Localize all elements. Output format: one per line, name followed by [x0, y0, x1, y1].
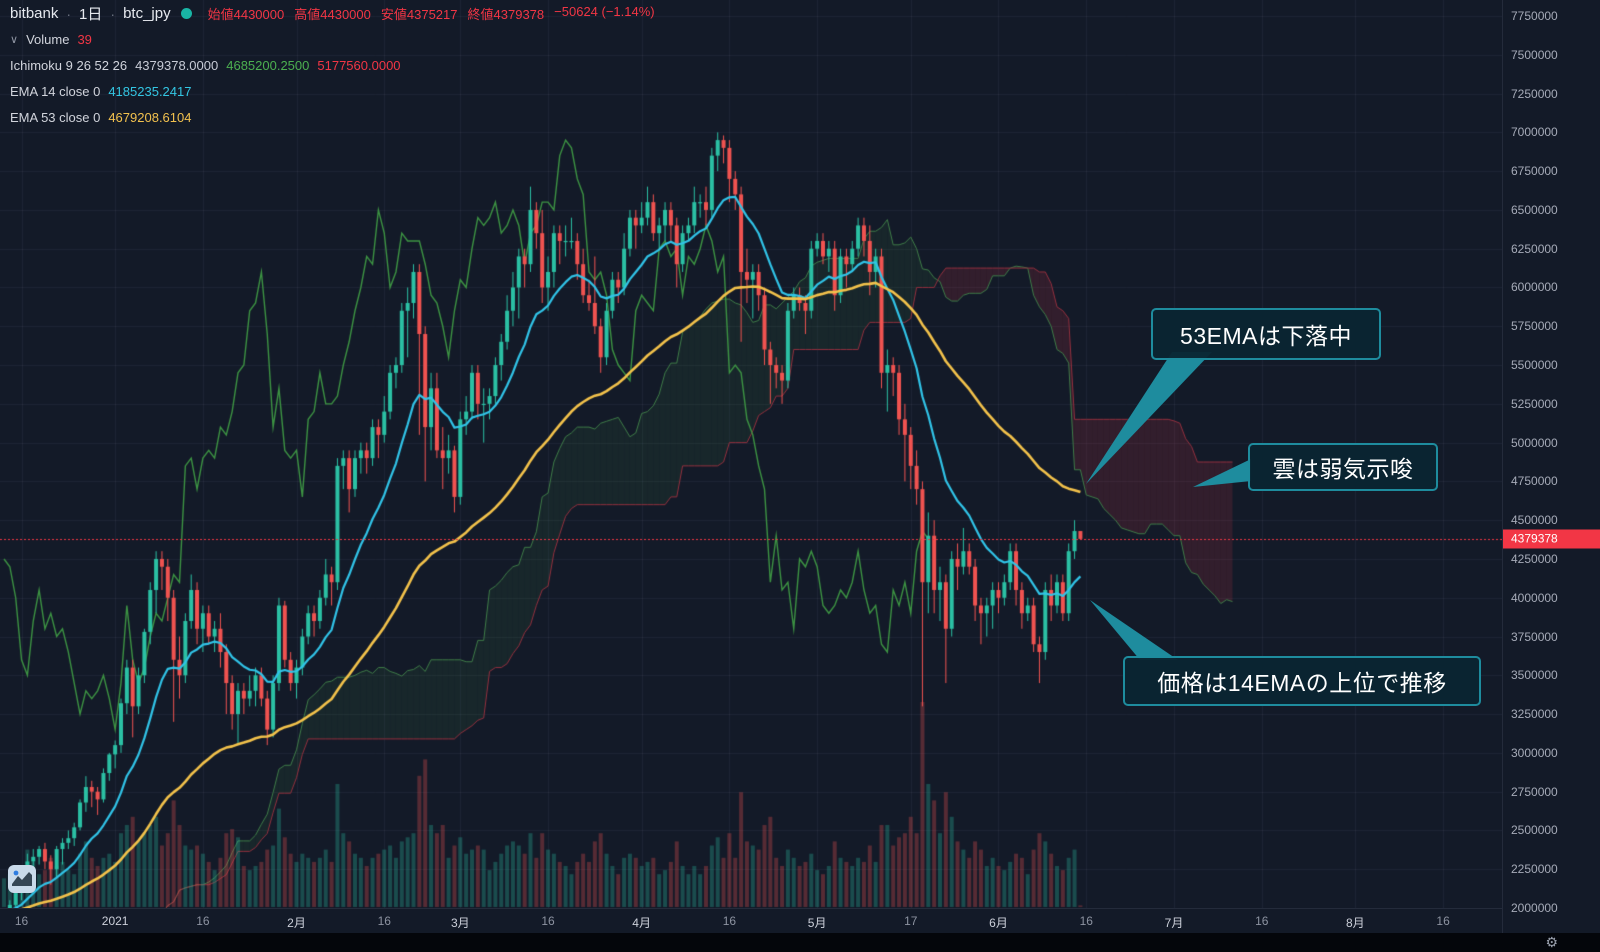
chart-legend: bitbank · 1日 · btc_jpy 始値4430000 高値44300… [10, 4, 655, 127]
time-axis-label: 5月 [807, 916, 827, 930]
price-axis-label: 2500000 [1511, 823, 1558, 838]
high-label: 高値 [294, 7, 321, 22]
high-value: 4430000 [320, 7, 371, 22]
time-axis-label: 7月 [1164, 916, 1184, 930]
interval-label[interactable]: 1日 [79, 6, 103, 23]
indicator-value: 4679208.6104 [108, 110, 192, 125]
tradingview-logo-icon[interactable] [8, 865, 36, 893]
callout-annotation[interactable]: 53EMAは下落中 [1151, 308, 1381, 360]
price-axis-label: 5000000 [1511, 435, 1558, 450]
price-axis-label: 7250000 [1511, 86, 1558, 101]
price-axis-label: 3750000 [1511, 629, 1558, 644]
price-axis-label: 3500000 [1511, 668, 1558, 683]
price-axis-label: 2000000 [1511, 901, 1558, 915]
separator-dot: · [66, 5, 72, 22]
chevron-down-icon[interactable]: ∨ [10, 34, 19, 46]
ohlc-values: 始値4430000 高値4430000 安値4375217 終値4379378 … [208, 4, 655, 23]
market-status-dot [180, 8, 192, 19]
time-axis-label: 16 [196, 914, 210, 928]
price-axis-label: 4750000 [1511, 474, 1558, 489]
time-axis-label: 17 [904, 914, 918, 928]
price-axis-label: 6000000 [1511, 280, 1558, 295]
price-axis[interactable]: 4379378 7750000 7500000 7250000 7000000 6750… [1502, 0, 1600, 933]
open-value: 4430000 [233, 7, 285, 22]
time-axis-label: 16 [541, 914, 555, 928]
change-value: −50624 (−1.14%) [554, 4, 655, 19]
time-axis-label: 16 [377, 914, 391, 928]
footer-strip: ⚙ [0, 933, 1600, 952]
time-axis-label: 16 [1255, 914, 1269, 928]
indicator-name[interactable]: Volume [26, 32, 70, 47]
indicator-name[interactable]: EMA 53 close 0 [10, 110, 101, 125]
time-axis-label: 16 [722, 914, 737, 928]
time-axis-label: 6月 [989, 916, 1008, 930]
indicator-value: 4185235.2417 [108, 84, 192, 99]
exchange-name[interactable]: bitbank [10, 5, 59, 22]
price-axis-label: 3000000 [1511, 745, 1558, 760]
time-axis-label: 2月 [287, 916, 306, 930]
indicator-row: EMA 14 close 0 4185235.2417 [10, 82, 655, 101]
time-axis[interactable]: 16 2021 16 2月 16 3月 16 4月 16 5月 17 6月 16 7月 16 8月 16 [0, 908, 1502, 933]
price-axis-label: 3250000 [1511, 707, 1558, 722]
price-axis-label: 7500000 [1511, 47, 1558, 62]
close-value: 4379378 [493, 7, 545, 22]
callout-annotation[interactable]: 雲は弱気示唆 [1248, 443, 1438, 491]
symbol-legend-row: bitbank · 1日 · btc_jpy 始値4430000 高値44300… [10, 4, 655, 23]
low-label: 安値 [380, 7, 407, 22]
price-axis-label: 7000000 [1511, 125, 1558, 140]
indicator-row: EMA 53 close 0 4679208.6104 [10, 108, 655, 127]
time-axis-label: 8月 [1346, 916, 1365, 930]
indicator-value: 39 [77, 32, 92, 47]
symbol-name[interactable]: btc_jpy [123, 5, 171, 22]
indicator-value: 4685200.2500 [226, 58, 310, 73]
price-axis-label: 5750000 [1511, 319, 1558, 334]
price-axis-label: 2250000 [1511, 862, 1558, 877]
price-axis-label: 2750000 [1511, 784, 1558, 799]
price-axis-label: 6750000 [1511, 164, 1558, 179]
time-axis-label: 16 [14, 914, 29, 928]
indicator-row: Ichimoku 9 26 52 26 4379378.0000 4685200.2… [10, 56, 655, 75]
price-axis-label: 6500000 [1511, 202, 1558, 217]
settings-gear-icon[interactable]: ⚙ [1545, 934, 1558, 950]
time-axis-label: 16 [1079, 914, 1093, 928]
low-value: 4375217 [406, 7, 458, 22]
price-axis-label: 5250000 [1511, 396, 1558, 411]
indicator-name[interactable]: Ichimoku 9 26 52 26 [10, 58, 128, 73]
close-label: 終値 [467, 7, 494, 22]
current-price-tag: 4379378 [1503, 529, 1600, 549]
indicator-value: 5177560.0000 [317, 58, 401, 73]
price-axis-label: 6250000 [1511, 241, 1558, 256]
price-axis-label: 7750000 [1511, 9, 1558, 23]
time-axis-label: 4月 [632, 916, 651, 930]
price-axis-label: 5500000 [1511, 358, 1558, 373]
indicator-name[interactable]: EMA 14 close 0 [10, 84, 101, 99]
open-label: 始値 [207, 7, 234, 22]
time-axis-label: 16 [1436, 914, 1450, 928]
time-axis-label: 2021 [101, 914, 129, 928]
time-axis-label: 3月 [450, 916, 470, 930]
separator-dot: · [110, 5, 116, 22]
price-axis-label: 4500000 [1511, 513, 1558, 528]
price-axis-label: 4000000 [1511, 590, 1558, 605]
price-axis-label: 4250000 [1511, 551, 1558, 566]
indicator-row: ∨ Volume 39 [10, 30, 655, 49]
callout-annotation[interactable]: 価格は14EMAの上位で推移 [1123, 656, 1481, 706]
indicator-value: 4379378.0000 [135, 58, 219, 73]
